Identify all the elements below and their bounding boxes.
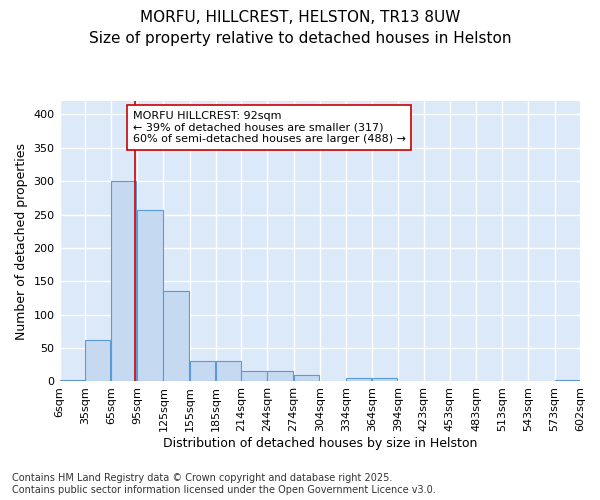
Bar [293,375,319,382]
Bar [163,292,189,382]
Bar [241,372,266,382]
Text: MORFU HILLCREST: 92sqm
← 39% of detached houses are smaller (317)
60% of semi-de: MORFU HILLCREST: 92sqm ← 39% of detached… [133,111,406,144]
Bar [111,181,136,382]
Bar [268,372,293,382]
Text: Contains HM Land Registry data © Crown copyright and database right 2025.
Contai: Contains HM Land Registry data © Crown c… [12,474,436,495]
Bar [137,210,163,382]
Bar [85,340,110,382]
Bar [554,380,580,382]
X-axis label: Distribution of detached houses by size in Helston: Distribution of detached houses by size … [163,437,477,450]
Y-axis label: Number of detached properties: Number of detached properties [15,142,28,340]
Bar [190,362,215,382]
Bar [372,378,397,382]
Bar [346,378,371,382]
Bar [59,380,85,382]
Text: MORFU, HILLCREST, HELSTON, TR13 8UW
Size of property relative to detached houses: MORFU, HILLCREST, HELSTON, TR13 8UW Size… [89,10,511,46]
Bar [216,362,241,382]
